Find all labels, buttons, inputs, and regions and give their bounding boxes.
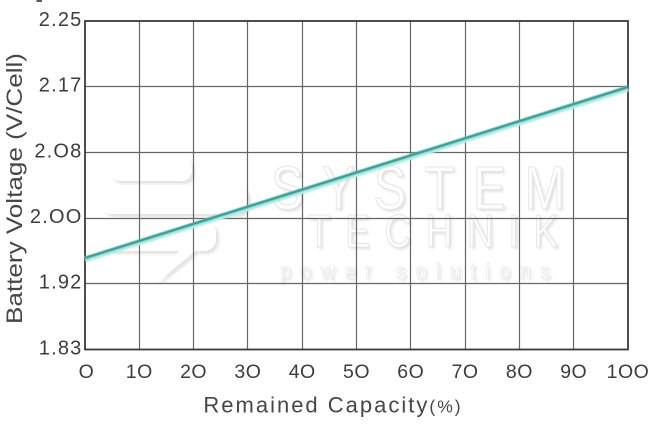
svg-text:8O: 8O (506, 361, 533, 383)
svg-text:3O: 3O (234, 361, 261, 383)
svg-text:2.OO: 2.OO (30, 206, 83, 228)
svg-text:6O: 6O (397, 361, 424, 383)
svg-text:TECHNIK: TECHNIK (308, 205, 558, 257)
svg-text:1.92: 1.92 (39, 272, 83, 294)
svg-text:9O: 9O (560, 361, 587, 383)
svg-text:1OO: 1OO (607, 361, 650, 383)
svg-text:O: O (79, 361, 95, 383)
svg-text:power solutions: power solutions (282, 261, 552, 287)
svg-text:2.25: 2.25 (39, 9, 83, 31)
svg-text:Remained Capacity(%): Remained Capacity(%) (203, 393, 462, 418)
svg-text:2O: 2O (180, 361, 207, 383)
svg-text:Battery Voltage (V/Cell): Battery Voltage (V/Cell) (2, 53, 27, 324)
svg-text:2.O8: 2.O8 (34, 140, 82, 162)
svg-text:1.83: 1.83 (39, 337, 83, 359)
svg-text:power solutions: power solutions (280, 259, 550, 285)
svg-text:7O: 7O (452, 361, 479, 383)
svg-text:1O: 1O (126, 361, 153, 383)
svg-text:5O: 5O (343, 361, 370, 383)
svg-text:TECHNIK: TECHNIK (310, 207, 560, 259)
svg-text:2.17: 2.17 (39, 75, 83, 97)
svg-text:4O: 4O (289, 361, 316, 383)
